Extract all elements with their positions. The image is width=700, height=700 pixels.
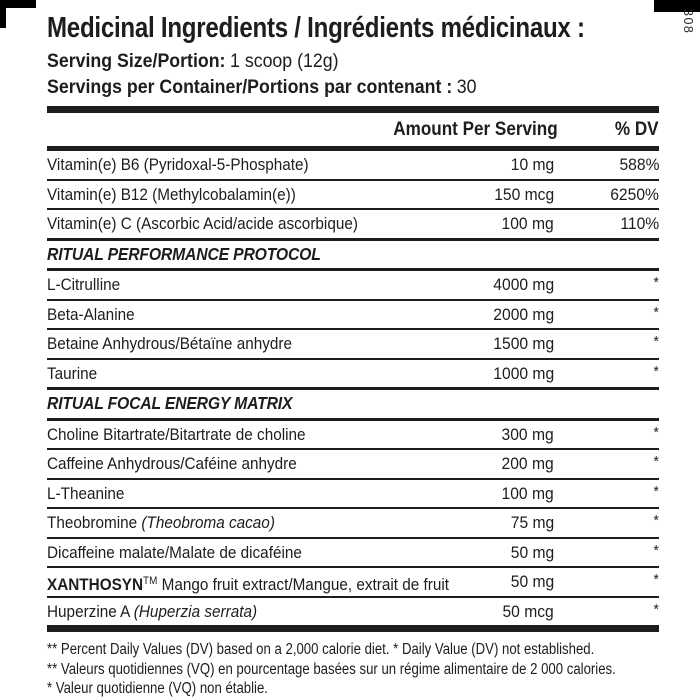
dv-value: 110%	[620, 214, 659, 233]
ingredient-row: Vitamin(e) B12 (Methylcobalamin(e)) 150 m…	[47, 181, 659, 210]
amount-per-serving-value: 300 mg	[501, 424, 554, 444]
ingredient-name: Betaine Anhydrous/Bétaïne anhydre	[47, 334, 292, 353]
servings-per-container-value: 30	[456, 75, 477, 98]
panel-title-text: Medicinal Ingredients / Ingrédients médi…	[47, 12, 585, 44]
dv-not-established-asterisk: *	[653, 274, 659, 291]
serving-size-value: 1 scoop (12g)	[230, 50, 339, 72]
ingredient-row: L-Theanine 100 mg *	[47, 480, 659, 509]
section-title: RITUAL FOCAL ENERGY MATRIX	[47, 393, 293, 413]
amount-per-serving-value: 1000 mg	[493, 363, 554, 383]
ingredient-name: Vitamin(e) C (Ascorbic Acid/acide ascorb…	[47, 214, 358, 233]
ingredient-row: Dicaffeine malate/Malate de dicaféine 50 …	[47, 539, 659, 568]
ingredient-name: XANTHOSYNTM Mango fruit extract/Mangue, …	[47, 575, 450, 594]
section-title: RITUAL PERFORMANCE PROTOCOL	[47, 243, 321, 264]
servings-per-container-line: Servings per Container/Portions par cont…	[47, 75, 659, 101]
amount-per-serving-value: 1500 mg	[493, 334, 554, 353]
servings-per-container-label: Servings per Container/Portions par cont…	[47, 75, 453, 98]
dv-not-established-asterisk: *	[653, 571, 659, 588]
ingredient-name: Caffeine Anhydrous/Caféine anhydre	[47, 454, 297, 473]
dv-not-established-asterisk: *	[653, 453, 659, 470]
dv-column-header: % DV	[615, 119, 659, 140]
ingredient-name: Dicaffeine malate/Malate de dicaféine	[47, 542, 302, 562]
dv-not-established-asterisk: *	[653, 512, 659, 529]
header-divider-rule	[47, 146, 659, 151]
crop-artifact-left-edge	[0, 8, 6, 28]
amount-per-serving-value: 200 mg	[501, 454, 554, 473]
amount-per-serving-value: 50 mg	[510, 572, 554, 591]
ingredient-name: L-Citrulline	[47, 275, 121, 294]
crop-artifact-top-right	[654, 0, 700, 12]
amount-per-serving-value: 150 mcg	[494, 184, 554, 204]
dv-not-established-asterisk: *	[653, 362, 659, 380]
amount-per-serving-value: 2000 mg	[493, 304, 554, 324]
amount-per-serving-value: 4000 mg	[493, 275, 554, 294]
ingredient-row: Beta-Alanine 2000 mg *	[47, 301, 659, 330]
ingredient-row: Vitamin(e) C (Ascorbic Acid/acide ascorb…	[47, 210, 659, 240]
ingredient-row: XANTHOSYNTM Mango fruit extract/Mangue, …	[47, 568, 659, 598]
panel-title: Medicinal Ingredients / Ingrédients médi…	[47, 10, 659, 46]
label-side-number: 308	[681, 9, 695, 35]
ingredient-name: Choline Bitartrate/Bitartrate de choline	[47, 424, 306, 444]
ingredient-name: L-Theanine	[47, 483, 125, 503]
serving-size-label: Serving Size/Portion:	[47, 50, 226, 72]
table-top-rule	[47, 106, 659, 113]
ingredient-row: Vitamin(e) B6 (Pyridoxal-5-Phosphate) 10 …	[47, 151, 659, 181]
ingredient-name: Vitamin(e) B12 (Methylcobalamin(e))	[47, 184, 296, 204]
footnotes: ** Percent Daily Values (DV) based on a …	[47, 640, 659, 699]
dv-not-established-asterisk: *	[653, 482, 659, 500]
ingredient-row: Betaine Anhydrous/Bétaïne anhydre 1500 mg…	[47, 330, 659, 360]
amount-per-serving-value: 10 mg	[510, 155, 554, 174]
dv-not-established-asterisk: *	[653, 423, 659, 441]
footnote-line: ** Valeurs quotidiennes (VQ) en pourcent…	[47, 660, 616, 678]
ingredient-name: Taurine	[47, 363, 98, 383]
ingredient-name: Vitamin(e) B6 (Pyridoxal-5-Phosphate)	[47, 155, 309, 174]
ingredient-name: Beta-Alanine	[47, 304, 135, 324]
ingredient-name: Theobromine (Theobroma cacao)	[47, 513, 275, 532]
ingredient-row: Taurine 1000 mg *	[47, 360, 659, 389]
amount-per-serving-value: 100 mg	[501, 483, 554, 503]
crop-artifact-top-left	[0, 0, 36, 8]
serving-size-line: Serving Size/Portion: 1 scoop (12g)	[47, 49, 659, 75]
dv-not-established-asterisk: *	[653, 333, 659, 350]
ingredient-row: Choline Bitartrate/Bitartrate de choline…	[47, 421, 659, 450]
table-column-headers: Amount Per Serving % DV	[47, 113, 659, 146]
table-body: Vitamin(e) B6 (Pyridoxal-5-Phosphate) 10 …	[47, 151, 659, 625]
table-bottom-rule	[47, 625, 659, 632]
ingredient-row: Huperzine A (Huperzia serrata) 50 mcg *	[47, 598, 659, 626]
dv-not-established-asterisk: *	[653, 600, 659, 618]
section-header-row: RITUAL PERFORMANCE PROTOCOL	[47, 239, 659, 271]
panel-content: Medicinal Ingredients / Ingrédients médi…	[47, 10, 659, 699]
footnote-line: * Valeur quotidienne (VQ) non établie.	[47, 680, 268, 697]
dv-value: 6250%	[610, 184, 659, 204]
ingredient-row: L-Citrulline 4000 mg *	[47, 271, 659, 301]
amount-per-serving-value: 50 mg	[510, 542, 554, 562]
dv-value: 588%	[618, 155, 659, 174]
dv-not-established-asterisk: *	[653, 303, 659, 321]
dv-not-established-asterisk: *	[653, 541, 659, 559]
ingredient-row: Theobromine (Theobroma cacao) 75 mg *	[47, 509, 659, 539]
ingredient-name: Huperzine A (Huperzia serrata)	[47, 601, 258, 621]
amount-per-serving-value: 50 mcg	[502, 601, 554, 621]
ingredient-row: Caffeine Anhydrous/Caféine anhydre 200 mg…	[47, 450, 659, 480]
section-header-row: RITUAL FOCAL ENERGY MATRIX	[47, 389, 659, 421]
amount-per-serving-value: 75 mg	[510, 513, 554, 532]
footnote-line: ** Percent Daily Values (DV) based on a …	[47, 641, 595, 658]
amount-column-header: Amount Per Serving	[393, 119, 558, 140]
amount-per-serving-value: 100 mg	[501, 214, 554, 233]
